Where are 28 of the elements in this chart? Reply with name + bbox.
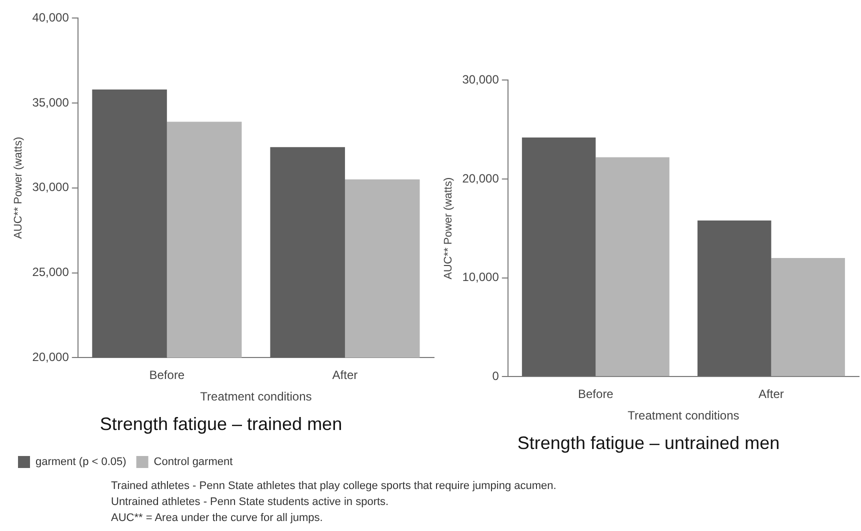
text: Strength fatigue – trained men: [100, 414, 342, 434]
bar: [771, 258, 845, 376]
y-tick-label: 25,000: [32, 265, 70, 280]
legend-label: garment (p < 0.05): [36, 456, 126, 468]
y-tick-label: 30,000: [462, 72, 500, 87]
x-tick-label: After: [758, 387, 784, 402]
bar: [522, 138, 596, 376]
y-axis-title: AUC** Power (watts): [442, 177, 455, 280]
y-tick-label: 20,000: [462, 171, 500, 186]
y-tick-label: 20,000: [32, 350, 70, 364]
y-tick-label: 30,000: [32, 180, 70, 194]
legend-label: Control garment: [154, 456, 233, 468]
x-tick-label: After: [332, 368, 358, 382]
x-axis-title: Treatment conditions: [628, 408, 740, 423]
y-axis-title: AUC** Power (watts): [12, 136, 25, 239]
bar: [596, 157, 670, 376]
text: AUC** = Area under the curve for all jumps.: [111, 511, 324, 526]
x-tick-label: Before: [149, 368, 185, 382]
x-axis-title: Treatment conditions: [200, 390, 312, 404]
text: Untrained athletes - Penn State students active in sports.: [111, 495, 390, 510]
y-tick-label: 40,000: [32, 10, 70, 25]
y-tick-label: 0: [492, 368, 500, 383]
x-tick-label: Before: [578, 387, 614, 402]
text: Trained athletes - Penn State athletes that play college sports that require jumping acumen.: [111, 479, 556, 494]
y-tick-label: 10,000: [462, 270, 500, 284]
y-tick-label: 35,000: [32, 95, 70, 110]
bar: [697, 220, 772, 376]
text: Strength fatigue – untrained men: [517, 433, 780, 454]
